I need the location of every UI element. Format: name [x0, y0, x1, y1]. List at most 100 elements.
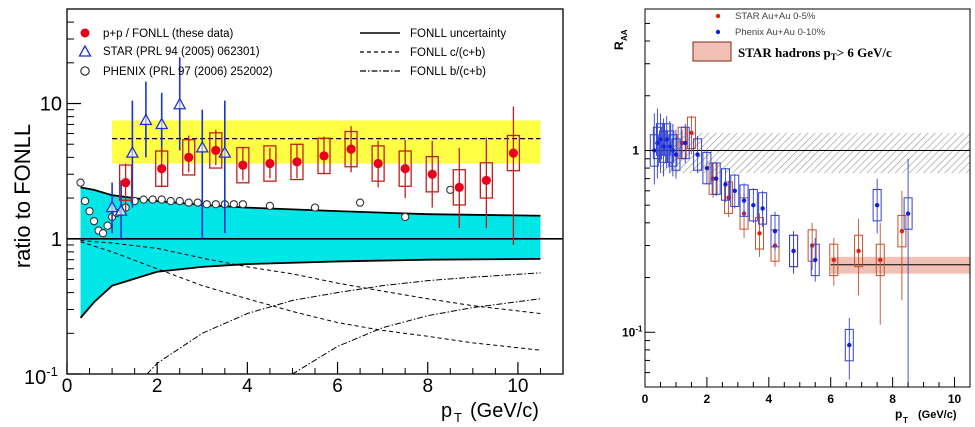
data-point: [751, 202, 756, 208]
pp-systematic-box: [290, 143, 304, 181]
data-point: [683, 140, 688, 146]
left-x-axis-title: p T (GeV/c): [441, 400, 539, 425]
pp-point: [319, 151, 329, 161]
x-tick-label: 10: [948, 392, 962, 406]
data-point: [689, 130, 694, 136]
right-plot-frame: [644, 8, 971, 388]
pp-systematic-box: [182, 139, 196, 176]
legend-marker-phenix: [80, 66, 90, 76]
legend-label-hadron-band: STAR hadrons pT> 6 GeV/c: [738, 45, 892, 62]
legend-label-fonll-c: FONLL c/(c+b): [410, 47, 485, 59]
x-tick-label: 0: [62, 376, 73, 397]
pp-systematic-box: [398, 150, 412, 187]
pp-systematic-box: [344, 130, 358, 168]
data-point: [905, 211, 911, 216]
data-point: [791, 248, 796, 254]
pp-point: [346, 144, 356, 154]
pp-point: [211, 145, 221, 156]
left-plot-frame: [66, 8, 564, 375]
phenix-point: [103, 221, 112, 230]
phenix-point: [238, 200, 248, 209]
right-chart: 0 2 4 6 8 10 1 10-1 STAR Au+Au 0-5% Phenix Au+A…: [612, 8, 971, 425]
data-point: [655, 140, 660, 146]
x-tick-label: 6: [827, 392, 834, 406]
data-point: [667, 144, 672, 149]
phenix-point: [157, 195, 166, 204]
phenix-point: [202, 200, 211, 209]
data-point: [813, 257, 818, 263]
pp-point: [400, 164, 410, 174]
x-tick-label: 4: [765, 392, 772, 406]
data-point: [658, 137, 663, 142]
legend-label-phenix: PHENIX (PRL 97 (2006) 252002): [103, 66, 273, 78]
x-tick-label: 2: [152, 376, 163, 397]
pp-systematic-box: [425, 155, 439, 193]
left-x-axis-label: p: [441, 400, 452, 422]
data-point: [741, 198, 747, 203]
phenix-point: [175, 196, 184, 206]
x-tick-label: 2: [704, 392, 711, 406]
legend-label-phenix-auau: Phenix Au+Au 0-10%: [735, 27, 826, 38]
right-x-axis-title: p T (GeV/c): [895, 407, 957, 425]
pp-point: [157, 164, 167, 174]
x-tick-label: 8: [889, 392, 896, 406]
phenix-point: [265, 201, 275, 211]
phenix-point: [184, 198, 193, 207]
fonll-band-fill: [80, 187, 541, 318]
right-y-axis-label-sub: AA: [620, 29, 629, 41]
pp-point: [373, 158, 383, 169]
x-tick-label: 4: [242, 376, 253, 397]
right-x-axis-label-sub: T: [903, 416, 908, 425]
phenix-point: [401, 212, 410, 222]
pp-systematic-box: [209, 132, 223, 169]
pp-systematic-box: [479, 162, 493, 199]
fonll-b-curve: [146, 272, 541, 374]
legend-marker-pp: [80, 28, 90, 38]
legend-marker-hadron-band: [692, 41, 732, 62]
fonll-band-lower-edge: [79, 257, 541, 319]
pp-point: [508, 148, 518, 158]
data-point: [772, 228, 778, 234]
pp-point: [121, 178, 131, 188]
star-point: [125, 145, 139, 158]
phenix-point: [166, 196, 175, 206]
pp-systematic-box: [236, 146, 250, 184]
pp-point: [481, 175, 491, 186]
fonll-curves: [80, 240, 541, 374]
data-point: [723, 182, 728, 187]
data-point: [664, 137, 669, 142]
pp-systematic-box: [155, 150, 169, 187]
phenix-point: [148, 195, 157, 204]
fonll-c-curve-lower: [80, 241, 541, 351]
phenix-point: [76, 178, 85, 187]
y-tick-label: 1: [632, 143, 639, 157]
star-point: [195, 140, 209, 153]
legend-label-star-auau: STAR Au+Au 0-5%: [735, 11, 816, 22]
y-tick-label: 10-1: [24, 364, 58, 389]
right-data-marks: [649, 108, 913, 387]
pp-point: [454, 182, 464, 192]
y-tick-label: 10-1: [622, 324, 643, 339]
right-x-axis-label: p: [895, 407, 902, 421]
y-tick-label: 10: [40, 94, 62, 116]
legend-label-fonll-b: FONLL b/(c+b): [410, 66, 486, 78]
fonll-uncertainty-band: [67, 186, 563, 319]
right-y-axis-title: R AA: [612, 29, 629, 50]
x-tick-label: 8: [422, 376, 433, 397]
phenix-point: [193, 198, 202, 207]
legend-marker-star: [78, 44, 92, 57]
legend-marker-star-auau: [715, 13, 721, 19]
pp-point: [184, 152, 194, 162]
star-point: [114, 203, 128, 216]
fonll-c-curve: [80, 240, 541, 315]
star-point: [139, 113, 153, 126]
y-tick-label: 1: [51, 229, 62, 251]
left-y-axis-title: ratio to FONLL: [10, 124, 35, 268]
star-point: [155, 117, 169, 130]
left-chart: 0 2 4 6 8 10 10 1 10-1 p+p / FONLL (these data) …: [10, 8, 564, 425]
data-point: [732, 188, 737, 194]
left-legend: p+p / FONLL (these data) STAR (PRL 94 (2…: [78, 28, 506, 78]
pp-systematic-box: [118, 164, 133, 201]
data-point: [899, 228, 905, 234]
